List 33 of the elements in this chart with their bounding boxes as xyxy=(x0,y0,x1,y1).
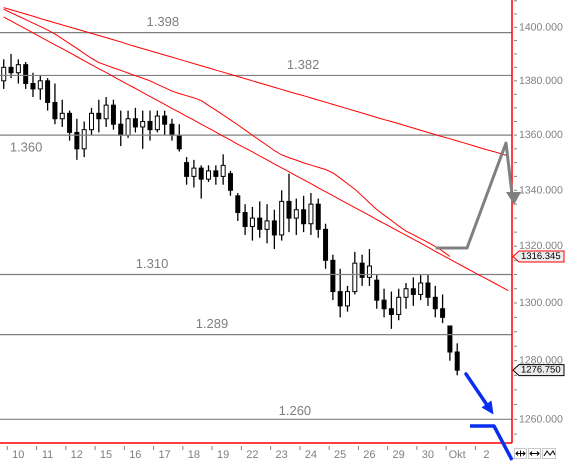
text: 1276.750 xyxy=(521,364,561,376)
y-tick-label: 1340.000 xyxy=(519,184,563,196)
y-tick-label: 1400.000 xyxy=(519,21,563,34)
x-tick-label: 16 xyxy=(129,449,142,461)
x-tick-label: 30 xyxy=(422,449,434,461)
x-tick-label: 24 xyxy=(304,449,317,461)
x-tick-label: 18 xyxy=(188,449,200,461)
y-tick-label: 1360.000 xyxy=(519,129,563,142)
ref-line-label: 1.289 xyxy=(196,316,228,332)
x-tick-label: 23 xyxy=(275,449,288,461)
ref-line-label: 1.382 xyxy=(286,56,320,72)
y-tick-label: 1380.000 xyxy=(519,74,563,87)
x-tick-label: 17 xyxy=(158,449,171,461)
ref-line-label: 1.310 xyxy=(136,256,168,272)
y-tick-label: 1320.000 xyxy=(519,240,563,252)
x-tick-label: Okt xyxy=(448,449,466,461)
x-tick-label: 29 xyxy=(392,449,405,461)
y-tick-label: 1260.000 xyxy=(519,413,563,426)
x-tick-label: 26 xyxy=(363,449,376,461)
text: 1316.345 xyxy=(521,251,561,262)
x-tick-label: 11 xyxy=(42,449,54,461)
y-tick-label: 1300.000 xyxy=(519,297,563,310)
x-tick-label: 12 xyxy=(70,449,83,461)
ref-line-label: 1.398 xyxy=(146,14,180,30)
x-tick-label: 22 xyxy=(246,449,258,461)
x-tick-label: 15 xyxy=(100,449,112,461)
x-tick-label: 25 xyxy=(334,449,346,461)
ref-line-label: 1.260 xyxy=(278,402,312,418)
x-tick-label: 19 xyxy=(216,449,230,461)
x-tick-label: 2 xyxy=(483,449,490,461)
y-tick-label: 1280.000 xyxy=(519,354,563,367)
ref-line-label: 1.360 xyxy=(10,140,42,155)
x-tick-label: 10 xyxy=(12,449,24,461)
